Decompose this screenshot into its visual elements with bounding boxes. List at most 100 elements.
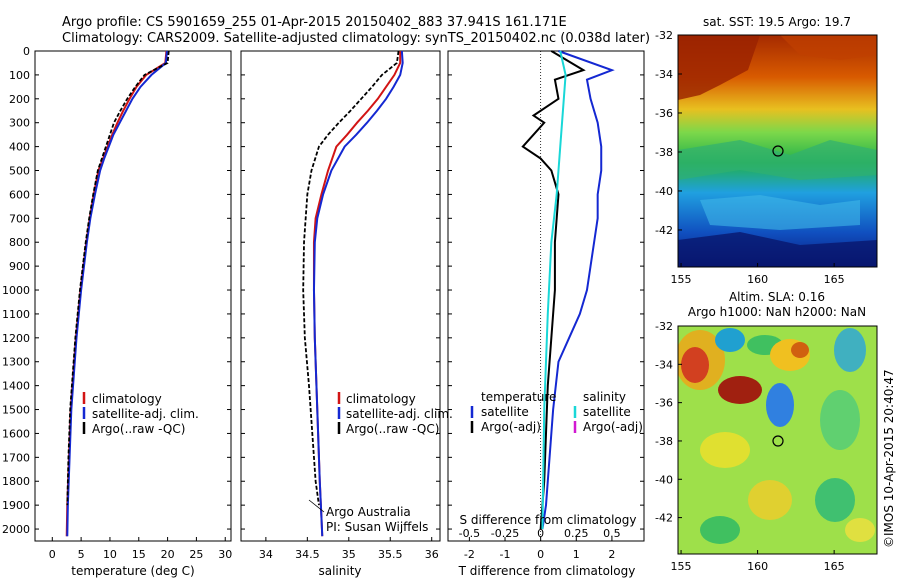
series-line-satellite-adj-clim- xyxy=(66,50,169,537)
map-ytick-label: -34 xyxy=(655,68,673,81)
xtick-label: 36 xyxy=(425,548,439,561)
ytick-label: 2000 xyxy=(2,523,30,536)
salinity-xlabel: salinity xyxy=(318,564,361,578)
xtick-label: 5 xyxy=(78,548,85,561)
temperature-legend: climatology satellite-adj. clim. Argo(..… xyxy=(82,392,199,436)
ytick-label: 1900 xyxy=(2,499,30,512)
difference-axes: -2 -1 0 1 2 -0.5 -0.25 0 0.25 0.5 xyxy=(448,50,644,561)
difference-xlabel: T difference from climatology xyxy=(458,564,636,578)
series-line-salinity-satellite xyxy=(541,50,567,530)
ytick-label: 600 xyxy=(9,188,30,201)
xtick-label: 0 xyxy=(49,548,56,561)
map-ytick-label: -40 xyxy=(655,185,673,198)
legend-title-salinity: salinity xyxy=(583,390,626,404)
xtick-top-label: -0.25 xyxy=(491,527,519,540)
series-line-temperature-argo-adj- xyxy=(521,50,586,530)
map-ytick-label: -32 xyxy=(655,320,673,333)
legend-label-temp-satellite: satellite xyxy=(481,405,529,419)
difference-xlabel-top: S difference from climatology xyxy=(460,513,637,527)
xtick-label: 25 xyxy=(189,548,203,561)
map-ytick-label: -42 xyxy=(655,224,673,237)
series-line-climatology xyxy=(312,51,402,537)
legend-label-argo: Argo(..raw -QC) xyxy=(92,422,185,436)
sla-map: Altim. SLA: 0.16 Argo h1000: NaN h2000: … xyxy=(655,290,878,573)
legend-label-satellite: satellite-adj. clim. xyxy=(92,407,199,421)
difference-panel-frame xyxy=(447,50,645,542)
xtick-label: 10 xyxy=(103,548,117,561)
xtick-label: 34 xyxy=(259,548,273,561)
salinity-legend: climatology satellite-adj. clim. Argo(..… xyxy=(337,392,453,436)
difference-legend-salinity: salinity satellite Argo(-adj) xyxy=(573,390,643,434)
xtick-label: 20 xyxy=(161,548,175,561)
temperature-axes: 0100200300400500600700800900100011001200… xyxy=(2,45,232,561)
xtick-label: 0 xyxy=(537,548,544,561)
header-line2: Climatology: CARS2009. Satellite-adjuste… xyxy=(62,31,650,46)
legend-label-temp-argo: Argo(-adj) xyxy=(481,420,541,434)
ytick-label: 300 xyxy=(9,117,30,130)
map-ytick-label: -36 xyxy=(655,397,673,410)
ytick-label: 1600 xyxy=(2,427,30,440)
ytick-label: 100 xyxy=(9,69,30,82)
map-ytick-label: -36 xyxy=(655,107,673,120)
temperature-xlabel: temperature (deg C) xyxy=(71,564,194,578)
ytick-label: 0 xyxy=(23,45,30,58)
xtick-label: 30 xyxy=(218,548,232,561)
legend-label-satellite: satellite-adj. clim. xyxy=(346,407,453,421)
ytick-label: 1800 xyxy=(2,475,30,488)
map-ytick-label: -32 xyxy=(655,29,673,42)
ytick-label: 900 xyxy=(9,260,30,273)
salinity-panel-frame xyxy=(240,50,441,542)
argo-australia-annotation: Argo Australia xyxy=(326,505,411,519)
sla-map-title1: Altim. SLA: 0.16 xyxy=(729,290,825,304)
ytick-label: 1100 xyxy=(2,308,30,321)
sst-map-title: sat. SST: 19.5 Argo: 19.7 xyxy=(703,15,851,29)
xtick-label: 34.5 xyxy=(295,548,320,561)
ytick-label: 700 xyxy=(9,212,30,225)
sst-map: sat. SST: 19.5 Argo: 19.7 -32 -34 -36 -38 -4… xyxy=(655,15,878,286)
map-ytick-label: -42 xyxy=(655,512,673,525)
map-ytick-label: -34 xyxy=(655,358,673,371)
map-ytick-label: -40 xyxy=(655,473,673,486)
header-line1: Argo profile: CS 5901659_255 01-Apr-2015… xyxy=(62,15,567,30)
xtick-label: -2 xyxy=(464,548,475,561)
salinity-axes: 34 34.5 35 35.5 36 xyxy=(241,50,440,561)
sst-profile-marker xyxy=(772,145,784,157)
ytick-label: 1300 xyxy=(2,356,30,369)
map-ytick-label: -38 xyxy=(655,146,673,159)
xtick-label: 35.5 xyxy=(378,548,403,561)
map-xtick-label: 160 xyxy=(747,560,768,573)
ytick-label: 1500 xyxy=(2,404,30,417)
xtick-top-label: -0.5 xyxy=(459,527,480,540)
pi-annotation: PI: Susan Wijffels xyxy=(326,520,428,534)
imos-credit: ©IMOS 10-Apr-2015 20:40:47 xyxy=(882,369,896,548)
legend-label-sal-satellite: satellite xyxy=(583,405,631,419)
xtick-label: 1 xyxy=(573,548,580,561)
legend-label-climatology: climatology xyxy=(92,392,162,406)
map-ytick-label: -38 xyxy=(655,435,673,448)
annotation-leader xyxy=(308,499,325,513)
ytick-label: 500 xyxy=(9,165,30,178)
map-xtick-label: 165 xyxy=(824,560,845,573)
sla-map-title2: Argo h1000: NaN h2000: NaN xyxy=(688,305,866,319)
map-xtick-label: 160 xyxy=(747,273,768,286)
xtick-label: 2 xyxy=(608,548,615,561)
series-line-argo-raw-qc- xyxy=(302,50,400,506)
ytick-label: 800 xyxy=(9,236,30,249)
series-line-argo-raw-qc- xyxy=(66,50,170,506)
map-xtick-label: 155 xyxy=(671,560,692,573)
sla-map-ticks: -32 -34 -36 -38 -40 -42 155 160 165 xyxy=(655,320,845,573)
xtick-label: 15 xyxy=(132,548,146,561)
legend-label-climatology: climatology xyxy=(346,392,416,406)
ytick-label: 1400 xyxy=(2,380,30,393)
xtick-label: -1 xyxy=(500,548,511,561)
xtick-top-label: 0 xyxy=(537,527,544,540)
series-line-satellite-adj-clim- xyxy=(312,50,404,537)
legend-label-sal-argo: Argo(-adj) xyxy=(583,420,643,434)
difference-legend-temperature: temperature satellite Argo(-adj) xyxy=(470,390,556,434)
xtick-top-label: 0.5 xyxy=(603,527,621,540)
sla-profile-marker xyxy=(772,435,784,447)
xtick-top-label: 0.25 xyxy=(564,527,589,540)
ytick-label: 1200 xyxy=(2,332,30,345)
series-line-temperature-satellite xyxy=(541,50,615,530)
